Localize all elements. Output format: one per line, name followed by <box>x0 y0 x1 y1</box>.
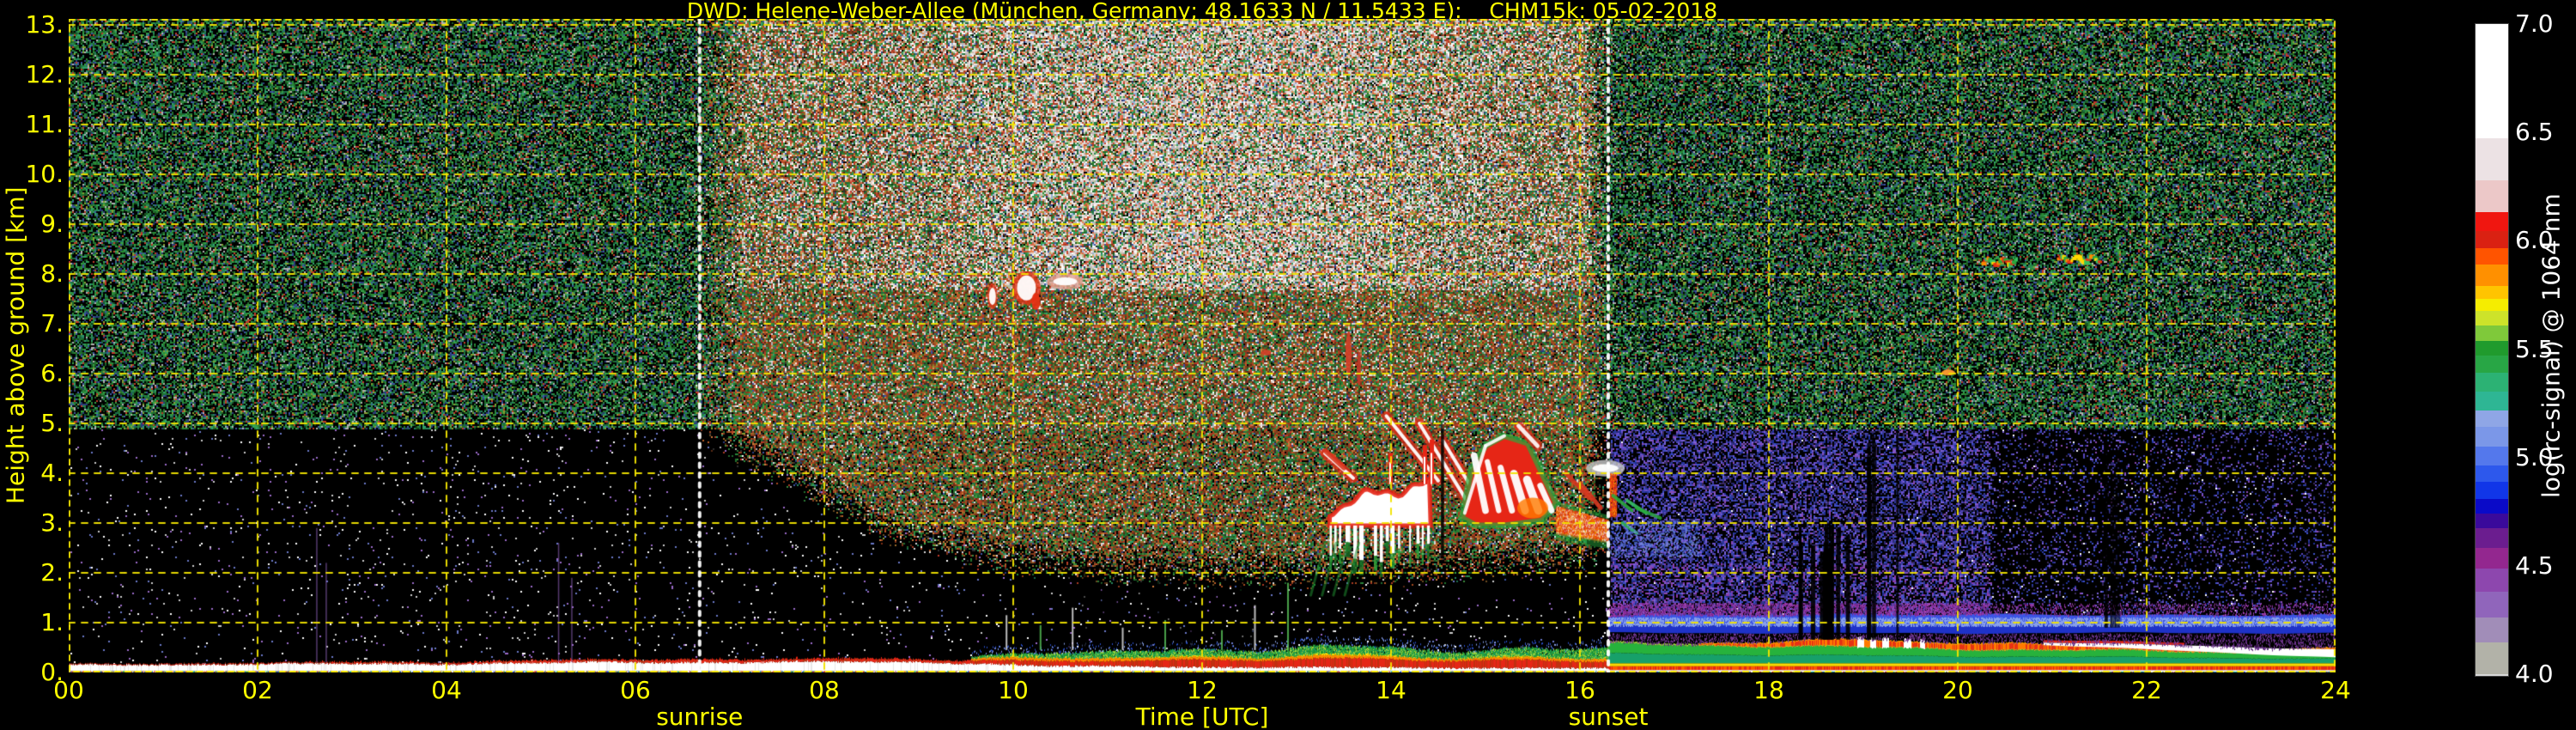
colorbar-tick-label: 4.0 <box>2515 660 2554 688</box>
colorbar-tick-label: 7.0 <box>2515 9 2554 38</box>
colorbar-band <box>2476 592 2508 617</box>
colorbar-band <box>2476 24 2508 138</box>
colorbar-band <box>2476 211 2508 231</box>
colorbar-band <box>2476 137 2508 180</box>
colorbar-band <box>2476 569 2508 593</box>
colorbar-band <box>2476 482 2508 499</box>
x-tick-label: 22 <box>2131 676 2162 704</box>
colorbar-band <box>2476 325 2508 341</box>
x-axis-label: Time [UTC] <box>1135 703 1269 730</box>
colorbar-tick-label: 5.0 <box>2515 442 2554 471</box>
colorbar-band <box>2476 391 2508 411</box>
x-tick-label: 08 <box>809 676 840 704</box>
colorbar <box>2475 23 2509 677</box>
x-tick-label: 14 <box>1376 676 1406 704</box>
y-tick-label: 8. <box>40 259 64 288</box>
x-tick-label: 18 <box>1753 676 1784 704</box>
colorbar-band <box>2476 372 2508 392</box>
colorbar-band <box>2476 514 2508 529</box>
sunrise-label: sunrise <box>656 703 744 730</box>
y-tick-label: 9. <box>40 210 64 238</box>
colorbar-band <box>2476 410 2508 428</box>
colorbar-band <box>2476 427 2508 447</box>
y-tick-label: 7. <box>40 309 64 338</box>
colorbar-tick-label: 6.5 <box>2515 118 2554 147</box>
colorbar-band <box>2476 446 2508 465</box>
colorbar-band <box>2476 179 2508 212</box>
heatmap-canvas <box>69 19 2336 672</box>
x-tick-label: 04 <box>431 676 462 704</box>
x-tick-label: 16 <box>1564 676 1595 704</box>
y-tick-label: 11. <box>25 110 64 138</box>
y-tick-label: 5. <box>40 409 64 437</box>
colorbar-band <box>2476 465 2508 483</box>
y-tick-label: 0. <box>40 658 64 686</box>
colorbar-band <box>2476 230 2508 248</box>
colorbar-tick-label: 4.5 <box>2515 551 2554 580</box>
y-tick-label: 2. <box>40 558 64 587</box>
colorbar-band <box>2476 547 2508 569</box>
colorbar-tick-label: 5.5 <box>2515 334 2554 363</box>
x-tick-label: 02 <box>242 676 273 704</box>
colorbar-band <box>2476 285 2508 299</box>
colorbar-band <box>2476 340 2508 356</box>
y-tick-label: 1. <box>40 608 64 636</box>
colorbar-band <box>2476 311 2508 326</box>
y-tick-label: 10. <box>25 160 64 188</box>
x-tick-label: 24 <box>2320 676 2351 704</box>
x-tick-label: 06 <box>620 676 651 704</box>
colorbar-band <box>2476 247 2508 265</box>
colorbar-band <box>2476 498 2508 514</box>
y-tick-label: 13. <box>25 10 64 39</box>
x-tick-label: 20 <box>1942 676 1973 704</box>
y-tick-label: 12. <box>25 60 64 88</box>
colorbar-tick-label: 6.0 <box>2515 226 2554 255</box>
colorbar-band <box>2476 617 2508 643</box>
sunset-label: sunset <box>1568 703 1649 730</box>
x-tick-label: 12 <box>1187 676 1218 704</box>
x-tick-label: 00 <box>53 676 84 704</box>
colorbar-band <box>2476 265 2508 286</box>
colorbar-band <box>2476 528 2508 548</box>
y-tick-label: 6. <box>40 359 64 387</box>
y-tick-label: 4. <box>40 459 64 487</box>
x-tick-label: 10 <box>998 676 1029 704</box>
colorbar-band <box>2476 355 2508 373</box>
colorbar-band <box>2476 642 2508 674</box>
colorbar-band <box>2476 298 2508 312</box>
y-tick-label: 3. <box>40 508 64 537</box>
